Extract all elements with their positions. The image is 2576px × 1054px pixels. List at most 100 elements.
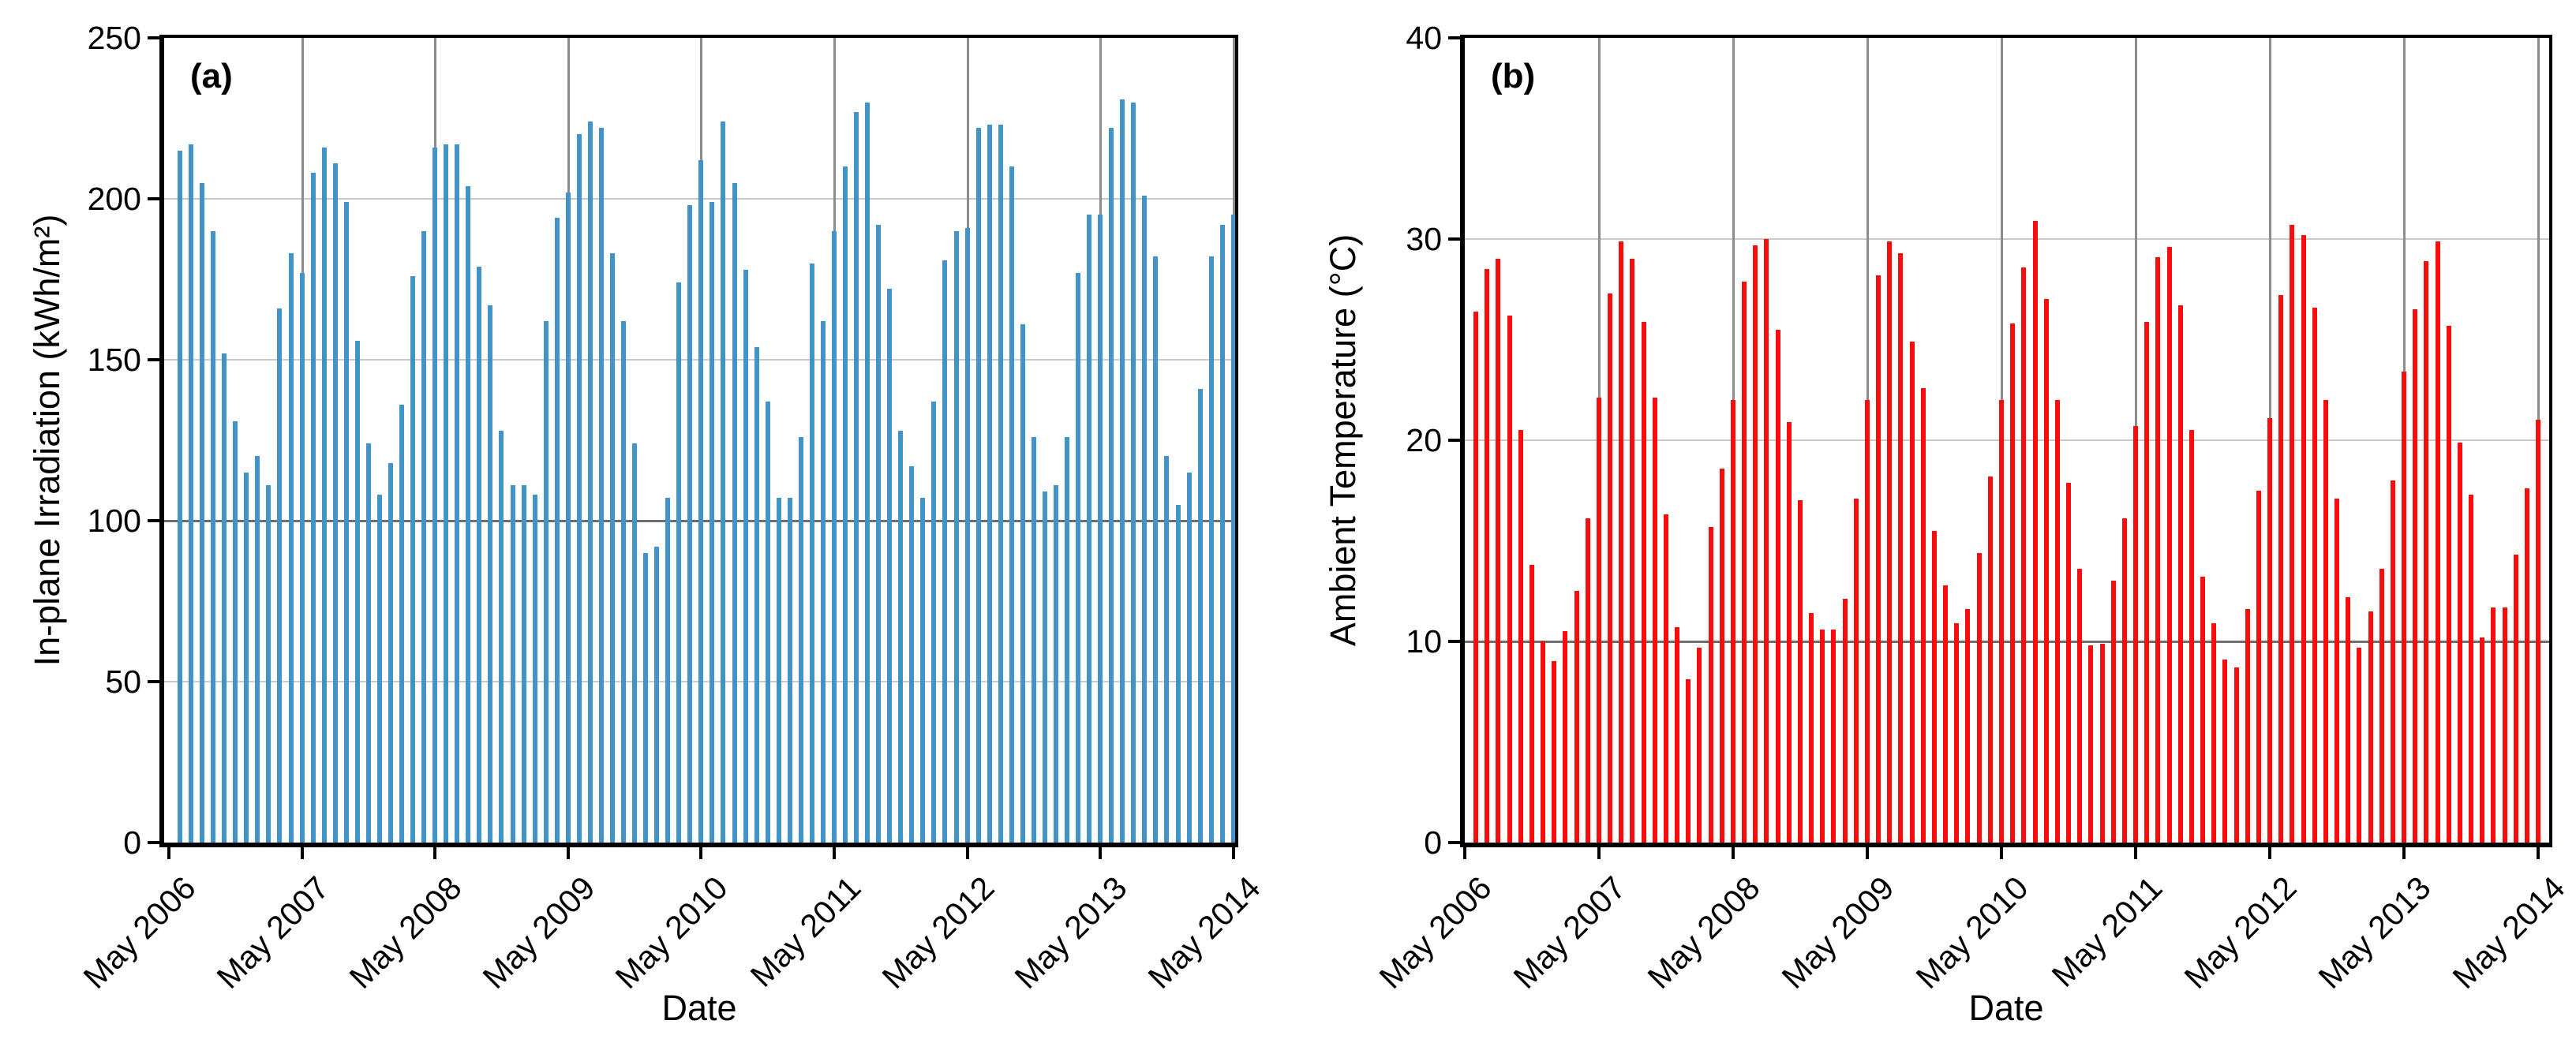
- bar: [2491, 607, 2496, 843]
- bar: [532, 495, 537, 843]
- bar: [2469, 495, 2474, 843]
- y-tick-label: 250: [87, 20, 141, 56]
- bar: [2121, 518, 2127, 843]
- bar: [754, 347, 759, 843]
- y-gridline: [1464, 439, 2549, 441]
- bar: [2267, 418, 2273, 843]
- x-tick-mark: [699, 847, 703, 859]
- x-tick-mark: [433, 847, 437, 859]
- bar: [2502, 607, 2507, 843]
- bar: [2133, 426, 2139, 843]
- bar: [987, 125, 992, 843]
- y-tick-mark: [148, 358, 159, 361]
- bar: [1518, 430, 1523, 843]
- x-tick-mark: [1866, 847, 1870, 859]
- y-tick-label: 40: [1406, 20, 1442, 56]
- bar: [953, 231, 959, 843]
- bar: [920, 498, 926, 843]
- bar: [1175, 505, 1181, 843]
- bar: [1876, 275, 1881, 843]
- bar: [1998, 400, 2004, 843]
- top-border: [163, 35, 1238, 38]
- top-border: [1464, 35, 2552, 38]
- bar: [2290, 225, 2295, 843]
- x-tick-mark: [2000, 847, 2004, 859]
- bar: [576, 134, 582, 843]
- bar: [332, 163, 338, 843]
- panel-b-x-axis-title: Date: [1968, 988, 2044, 1028]
- bar: [266, 485, 271, 843]
- bar: [1965, 609, 1971, 843]
- bar: [609, 253, 615, 843]
- bar: [310, 173, 316, 843]
- bar: [721, 121, 726, 843]
- bar: [189, 144, 194, 843]
- bar: [455, 144, 460, 843]
- bar: [1887, 241, 1893, 843]
- x-tick-mark: [566, 847, 570, 859]
- bar: [521, 485, 526, 843]
- bar: [1076, 273, 1081, 843]
- bar: [743, 270, 748, 843]
- x-tick-label: May 2012: [874, 869, 1002, 996]
- x-tick-label: May 2007: [1506, 869, 1633, 996]
- x-tick-mark: [1597, 847, 1601, 859]
- x-tick-label: May 2013: [1007, 869, 1134, 996]
- y-tick-mark: [148, 197, 159, 200]
- bar: [2066, 483, 2071, 843]
- bar: [787, 498, 792, 843]
- bar: [1563, 631, 1568, 843]
- x-tick-label: May 2009: [1774, 869, 1901, 996]
- bar: [244, 473, 249, 843]
- bar: [887, 289, 893, 843]
- bar: [365, 443, 371, 843]
- bar: [1708, 527, 1713, 843]
- x-tick-label: May 2011: [743, 869, 868, 994]
- bar: [975, 128, 981, 843]
- bar: [1507, 316, 1512, 843]
- bar: [1585, 518, 1590, 843]
- y-tick-mark: [148, 680, 159, 683]
- x-tick-label: May 2011: [2045, 869, 2170, 994]
- bar: [233, 421, 238, 843]
- x-tick-label: May 2013: [2311, 869, 2438, 996]
- x-tick-label: May 2010: [608, 869, 735, 996]
- bar: [1608, 293, 1613, 843]
- bar: [432, 148, 438, 843]
- bar: [2424, 261, 2429, 843]
- y-tick-mark: [148, 36, 159, 39]
- bar: [1797, 500, 1803, 843]
- bar: [1954, 623, 1960, 843]
- bar: [2166, 247, 2172, 843]
- x-tick-label: May 2012: [2177, 869, 2304, 996]
- bar: [510, 485, 515, 843]
- bar: [354, 341, 360, 843]
- y-tick-label: 30: [1406, 221, 1442, 257]
- bar: [698, 160, 704, 843]
- bar: [1697, 648, 1702, 843]
- bar: [1109, 128, 1114, 843]
- bar: [2513, 555, 2518, 843]
- bar: [2222, 660, 2228, 843]
- bar: [1652, 398, 1657, 843]
- bar: [1943, 585, 1949, 843]
- bar: [2054, 400, 2060, 843]
- y-tick-mark: [1448, 841, 1460, 844]
- right-border: [2549, 38, 2552, 843]
- bar: [1065, 437, 1069, 843]
- bar: [2301, 235, 2306, 843]
- bar: [466, 186, 471, 843]
- bar: [854, 112, 859, 843]
- bar: [632, 443, 638, 843]
- x-tick-label: May 2014: [2446, 869, 2572, 996]
- bar: [1142, 196, 1148, 843]
- x-tick-label: May 2008: [342, 869, 469, 996]
- bar: [2446, 326, 2451, 843]
- bar: [288, 253, 294, 843]
- bar: [1831, 630, 1837, 843]
- bar: [643, 553, 649, 843]
- bar: [277, 308, 283, 843]
- bar: [1619, 241, 1624, 843]
- bar: [765, 402, 770, 843]
